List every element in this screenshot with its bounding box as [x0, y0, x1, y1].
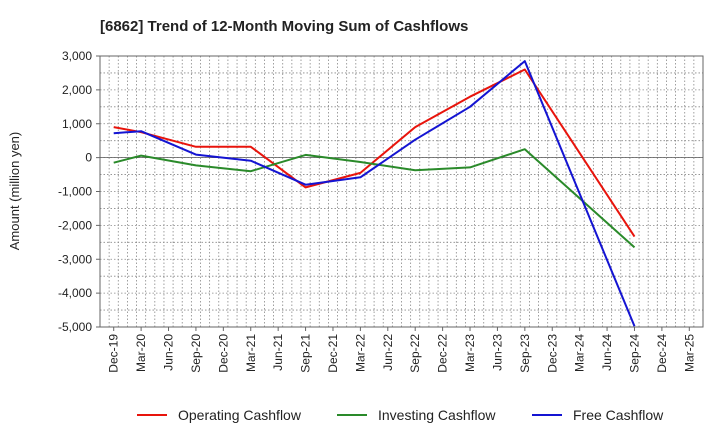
y-tick-label: 3,000: [62, 49, 92, 63]
chart-title: [6862] Trend of 12-Month Moving Sum of C…: [100, 18, 468, 35]
series-line-investing-cashflow: [113, 148, 636, 249]
y-tick-label: -1,000: [58, 185, 92, 199]
x-tick-label: Dec-21: [326, 334, 340, 373]
x-tick-label: Jun-21: [271, 334, 285, 371]
y-tick-label: -3,000: [58, 252, 92, 266]
legend-label: Free Cashflow: [573, 407, 664, 423]
x-tick-label: Mar-21: [244, 334, 258, 372]
y-tick-label: -2,000: [58, 218, 92, 232]
y-tick-label: 0: [85, 151, 92, 165]
x-tick-label: Mar-23: [463, 334, 477, 372]
x-axis-ticks: Dec-19 Mar-20 Jun-20 Sep-20 Dec-20 Mar-21 Jun-…: [107, 327, 696, 373]
legend-label: Investing Cashflow: [378, 407, 496, 423]
x-tick-label: Dec-20: [216, 334, 230, 373]
y-tick-label: -4,000: [58, 286, 92, 300]
x-tick-label: Sep-24: [627, 334, 641, 373]
y-tick-label: 1,000: [62, 117, 92, 131]
x-tick-label: Dec-22: [436, 334, 450, 373]
x-tick-label: Sep-23: [518, 334, 532, 373]
x-tick-label: Mar-20: [134, 334, 148, 372]
x-tick-label: Mar-24: [573, 334, 587, 372]
y-axis-label: Amount (million yen): [7, 132, 22, 251]
legend: Operating Cashflow Investing Cashflow Free…: [137, 407, 664, 423]
x-tick-label: Jun-23: [490, 334, 504, 371]
y-tick-label: 2,000: [62, 83, 92, 97]
x-tick-label: Dec-19: [107, 334, 121, 373]
x-tick-label: Sep-21: [299, 334, 313, 373]
series-line-free-cashflow: [113, 60, 636, 327]
x-tick-label: Sep-22: [408, 334, 422, 373]
grid: [100, 55, 703, 328]
x-tick-label: Jun-22: [381, 334, 395, 371]
x-tick-label: Mar-25: [682, 334, 696, 372]
series-lines: [113, 60, 636, 327]
legend-label: Operating Cashflow: [178, 407, 302, 423]
x-tick-label: Dec-24: [655, 334, 669, 373]
x-tick-label: Mar-22: [353, 334, 367, 372]
x-tick-label: Jun-20: [162, 334, 176, 371]
x-tick-label: Dec-23: [545, 334, 559, 373]
y-tick-label: -5,000: [58, 320, 92, 334]
x-tick-label: Jun-24: [600, 334, 614, 371]
x-tick-label: Sep-20: [189, 334, 203, 373]
y-axis-ticks: 3,000 2,000 1,000 0 -1,000 -2,000 -3,000 -4,000…: [58, 49, 100, 334]
